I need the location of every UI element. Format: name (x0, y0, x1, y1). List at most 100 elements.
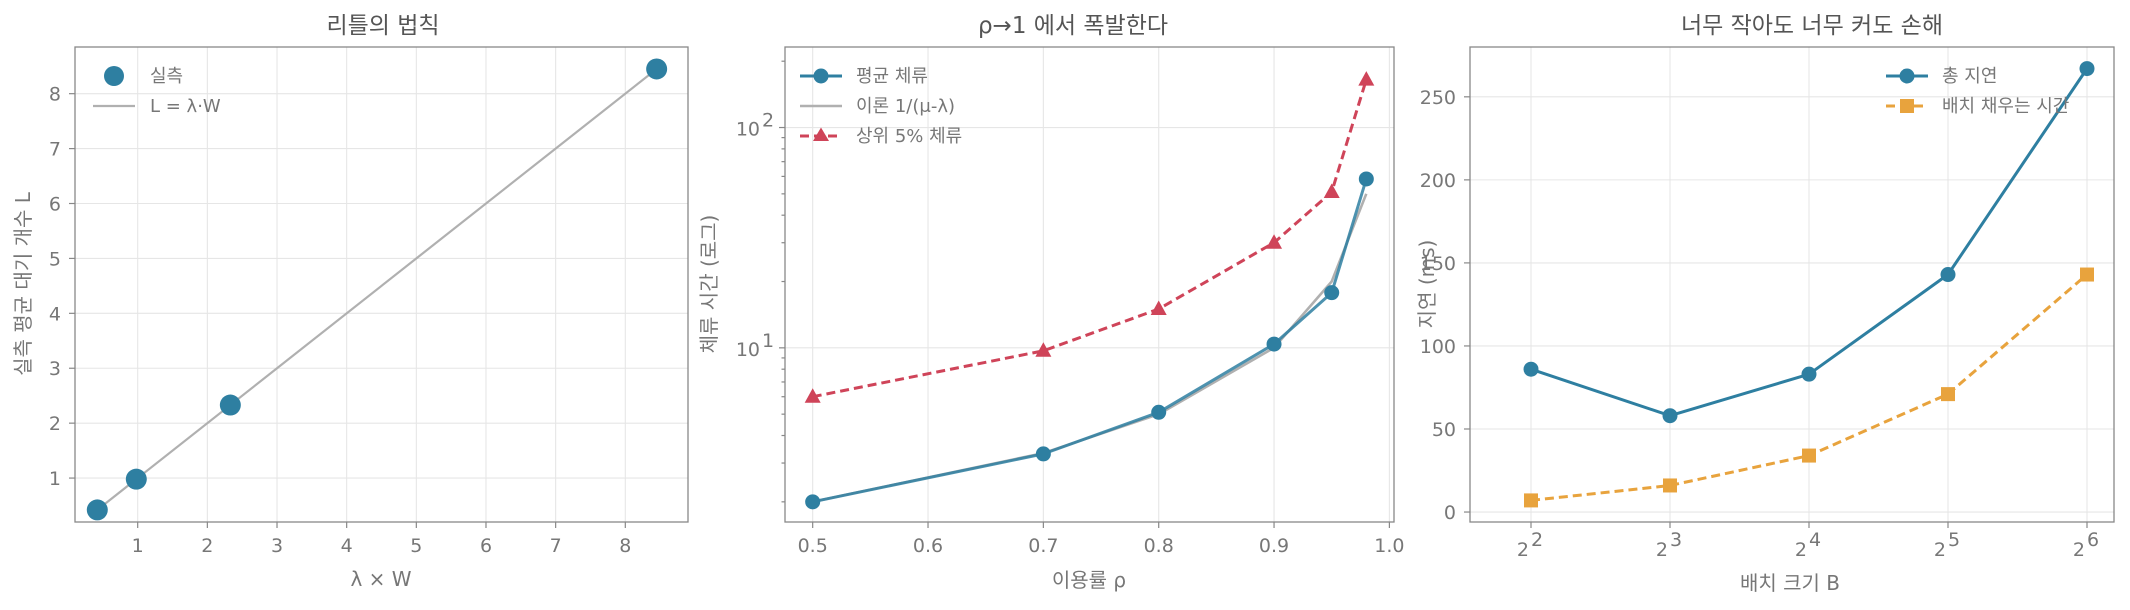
legend-label-total: 총 지연 (1942, 66, 1997, 87)
y-tick-label: 1 (49, 468, 61, 490)
x-tick-label: 5 (410, 535, 422, 557)
y-tick-label: 150 (1420, 253, 1456, 275)
avg-point (805, 494, 821, 510)
measured-point (646, 58, 668, 80)
y-tick-label: 0 (1444, 502, 1456, 524)
avg-point (1358, 171, 1374, 187)
x-tick-label: 2 (1517, 539, 1529, 561)
panel-1-x-label: λ × W (350, 567, 411, 591)
panel-1-y-label: 실측 평균 대기 개수 L (11, 191, 35, 376)
panel-1-x-ticks: 1 2 3 4 5 6 7 8 (132, 522, 631, 557)
panel-3-plot-frame (1469, 46, 2115, 523)
y-tick-label: 2 (49, 413, 61, 435)
panel-2-grid (785, 47, 1394, 522)
x-tick-label: 0.6 (913, 535, 943, 557)
y-tick-label: 200 (1420, 170, 1456, 192)
series-line-2 (812, 79, 1368, 399)
panel-1-y-ticks: 1 2 3 4 5 6 7 8 (49, 84, 75, 490)
x-tick-label: 2 (2073, 539, 2085, 561)
avg-point (1035, 446, 1051, 462)
measured-point (125, 468, 147, 490)
total-latency-point (1801, 366, 1817, 382)
p95-point (804, 388, 821, 403)
panel-2-x-label: 이용률 ρ (1052, 568, 1126, 592)
panel-1-grid (75, 47, 688, 522)
x-tick-label: 0.8 (1144, 535, 1174, 557)
panel-2-series (804, 71, 1375, 510)
x-tick-label: 2 (1656, 539, 1668, 561)
measured-point (86, 499, 108, 521)
y-tick-label: 5 (49, 248, 61, 270)
legend-label-theory: L = λ·W (150, 96, 221, 117)
panel-3-legend: 총 지연 배치 채우는 시간 (1886, 66, 2069, 117)
legend-label-measured: 실측 (150, 66, 183, 87)
x-tick-label: 3 (271, 535, 283, 557)
panel-3-series (1523, 61, 2095, 508)
panel-3-y-label: 지연 (ms) (1415, 240, 1439, 329)
panel-3-title: 너무 작아도 너무 커도 손해 (1681, 13, 1943, 39)
fill-time-point (1663, 478, 1677, 493)
legend-marker-total (1899, 68, 1915, 84)
y-tick-label: 6 (49, 194, 61, 216)
legend-label-avg: 평균 체류 (856, 66, 928, 87)
p95-point (1358, 71, 1375, 86)
panel-2-legend: 평균 체류 이론 1/(μ-λ) 상위 5% 체류 (800, 66, 962, 147)
x-tick-label: 0.9 (1259, 535, 1289, 557)
fill-time-point (2080, 267, 2094, 282)
fill-time-point (1941, 387, 1955, 402)
measured-point (219, 394, 241, 416)
y-tick-label: 10 (736, 339, 760, 361)
fill-time-point (1802, 448, 1816, 463)
panel-littles-law: 리틀의 법칙 1 2 3 4 5 6 7 8 1 2 3 4 5 6 7 8 λ × W 실측 평균 대기 … (11, 13, 689, 591)
y-tick-label: 100 (1420, 336, 1456, 358)
y-tick-label: 8 (49, 84, 61, 106)
y-tick-label: 4 (49, 303, 61, 325)
panel-2-plot-frame (784, 46, 1395, 523)
y-tick-exponent: 1 (762, 330, 774, 352)
panel-3-grid (1470, 47, 2114, 522)
p95-point (1266, 234, 1283, 249)
total-latency-point (1940, 267, 1956, 283)
panel-2-title: ρ→1 에서 폭발한다 (978, 13, 1168, 39)
legend-marker-measured (104, 66, 124, 86)
x-tick-label: 4 (341, 535, 353, 557)
panel-3-x-label: 배치 크기 B (1740, 571, 1840, 595)
panel-1-title: 리틀의 법칙 (326, 13, 439, 39)
legend-label-theory2: 이론 1/(μ-λ) (856, 96, 955, 117)
x-tick-label: 0.7 (1028, 535, 1058, 557)
x-tick-exponent: 6 (2087, 529, 2099, 551)
x-tick-label: 6 (480, 535, 492, 557)
y-tick-label: 250 (1420, 87, 1456, 109)
x-tick-label: 2 (1795, 539, 1807, 561)
panel-1-series (86, 58, 668, 521)
legend-label-fill: 배치 채우는 시간 (1942, 96, 2069, 117)
x-tick-label: 8 (619, 535, 631, 557)
x-tick-exponent: 2 (1531, 529, 1543, 551)
legend-marker-p95 (813, 127, 829, 141)
panel-1-plot-frame (74, 46, 689, 523)
p95-point (1150, 300, 1167, 316)
fill-time-point (1524, 493, 1538, 508)
x-tick-exponent: 5 (1948, 529, 1960, 551)
avg-point (1324, 285, 1340, 301)
panel-1-legend: 실측 L = λ·W (93, 66, 221, 117)
x-tick-label: 1 (132, 535, 144, 557)
legend-marker-avg (813, 68, 829, 84)
series-line-0 (812, 178, 1368, 504)
total-latency-point (1523, 361, 1539, 377)
p95-point (1035, 342, 1052, 357)
total-latency-point (2079, 61, 2095, 77)
avg-point (1151, 404, 1167, 420)
legend-marker-fill (1900, 99, 1914, 113)
x-tick-exponent: 3 (1670, 529, 1682, 551)
panel-2-x-ticks: 0.5 0.6 0.7 0.8 0.9 1.0 (798, 522, 1404, 557)
y-tick-label: 7 (49, 139, 61, 161)
x-tick-label: 0.5 (798, 535, 828, 557)
total-latency-point (1662, 408, 1678, 424)
panel-2-y-label: 체류 시간 (로그) (697, 215, 721, 354)
